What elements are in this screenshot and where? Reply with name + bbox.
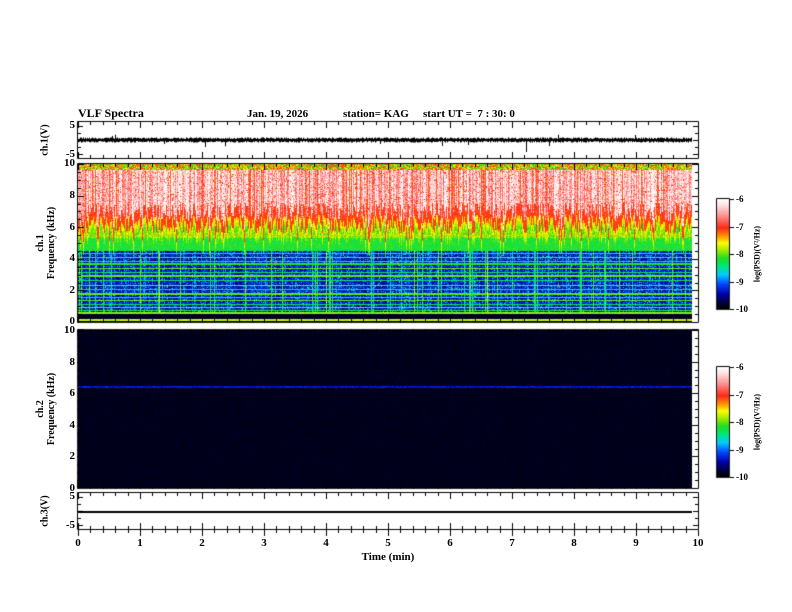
ch2-spectrogram-canvas (78, 330, 698, 488)
ch3-wave-ylabel-text: ch.3(V) (39, 495, 51, 527)
ch2-spec-ylabel: ch.2 Frequency (kHz) (35, 373, 57, 445)
figure-date: Jan. 19, 2026 (247, 108, 309, 120)
cbar1-label: log(PSD)(V²/Hz) (752, 226, 763, 282)
cbar2-tick: -10 (736, 472, 748, 482)
ch1-spec-ytick: 2 (69, 284, 76, 296)
ch3-wave-ylabel: ch.3(V) (40, 495, 51, 526)
cbar2-tick: -9 (736, 445, 744, 455)
x-tick: 8 (571, 537, 577, 549)
figure-title: VLF Spectra (78, 106, 144, 120)
x-tick: 6 (447, 537, 453, 549)
x-tick: 2 (199, 537, 205, 549)
ch2-spec-ylabel-text: Frequency (kHz) (46, 372, 57, 446)
ch1-spec-ylabel: ch.1 Frequency (kHz) (35, 207, 57, 279)
ch2-spec-ytick: 2 (69, 450, 76, 462)
ch1-spec-channel-text: ch.1 (35, 234, 46, 252)
figure-start-ut: start UT = 7 : 30: 0 (423, 108, 515, 120)
ch2-spec-ytick: 10 (64, 324, 75, 336)
ch1-waveform-canvas (78, 122, 698, 158)
x-tick: 9 (633, 537, 639, 549)
ch1-wave-ylabel: ch.1(V) (40, 124, 51, 155)
cbar1-tick: -6 (736, 194, 744, 204)
ch3-waveform-canvas (78, 493, 698, 529)
colorbar-ch1-canvas (717, 199, 729, 309)
ch1-spec-ytick: 8 (69, 189, 76, 201)
cbar2-label: log(PSD)(V²/Hz) (752, 394, 763, 450)
cbar1-tick: -10 (736, 304, 748, 314)
x-tick: 5 (385, 537, 391, 549)
ch2-spec-ytick: 8 (69, 356, 76, 368)
cbar2-tick: -7 (736, 390, 744, 400)
x-tick: 3 (261, 537, 267, 549)
ch1-wave-ymax: 5 (69, 119, 76, 131)
ch1-spec-ylabel-text: Frequency (kHz) (46, 206, 57, 280)
x-axis-title: Time (min) (361, 551, 415, 563)
x-tick: 7 (509, 537, 515, 549)
x-tick: 0 (75, 537, 81, 549)
x-tick: 1 (137, 537, 143, 549)
cbar1-label-text: log(PSD)(V²/Hz) (752, 225, 762, 283)
ch1-wave-ylabel-text: ch.1(V) (39, 124, 51, 156)
x-tick: 4 (323, 537, 329, 549)
colorbar-ch2-canvas (717, 367, 729, 477)
ch3-wave-ymin: -5 (65, 519, 75, 531)
ch2-spec-channel-text: ch.2 (35, 400, 46, 418)
ch1-spec-ytick: 10 (64, 157, 75, 169)
cbar1-tick: -9 (736, 277, 744, 287)
ch3-wave-ymax: 5 (69, 490, 76, 502)
cbar2-label-text: log(PSD)(V²/Hz) (752, 393, 762, 451)
cbar1-tick: -8 (736, 249, 744, 259)
cbar1-tick: -7 (736, 222, 744, 232)
cbar2-tick: -8 (736, 417, 744, 427)
x-tick: 10 (692, 537, 704, 549)
cbar2-tick: -6 (736, 362, 744, 372)
ch1-spectrogram-canvas (78, 164, 698, 322)
figure-station: station= KAG (343, 108, 409, 120)
